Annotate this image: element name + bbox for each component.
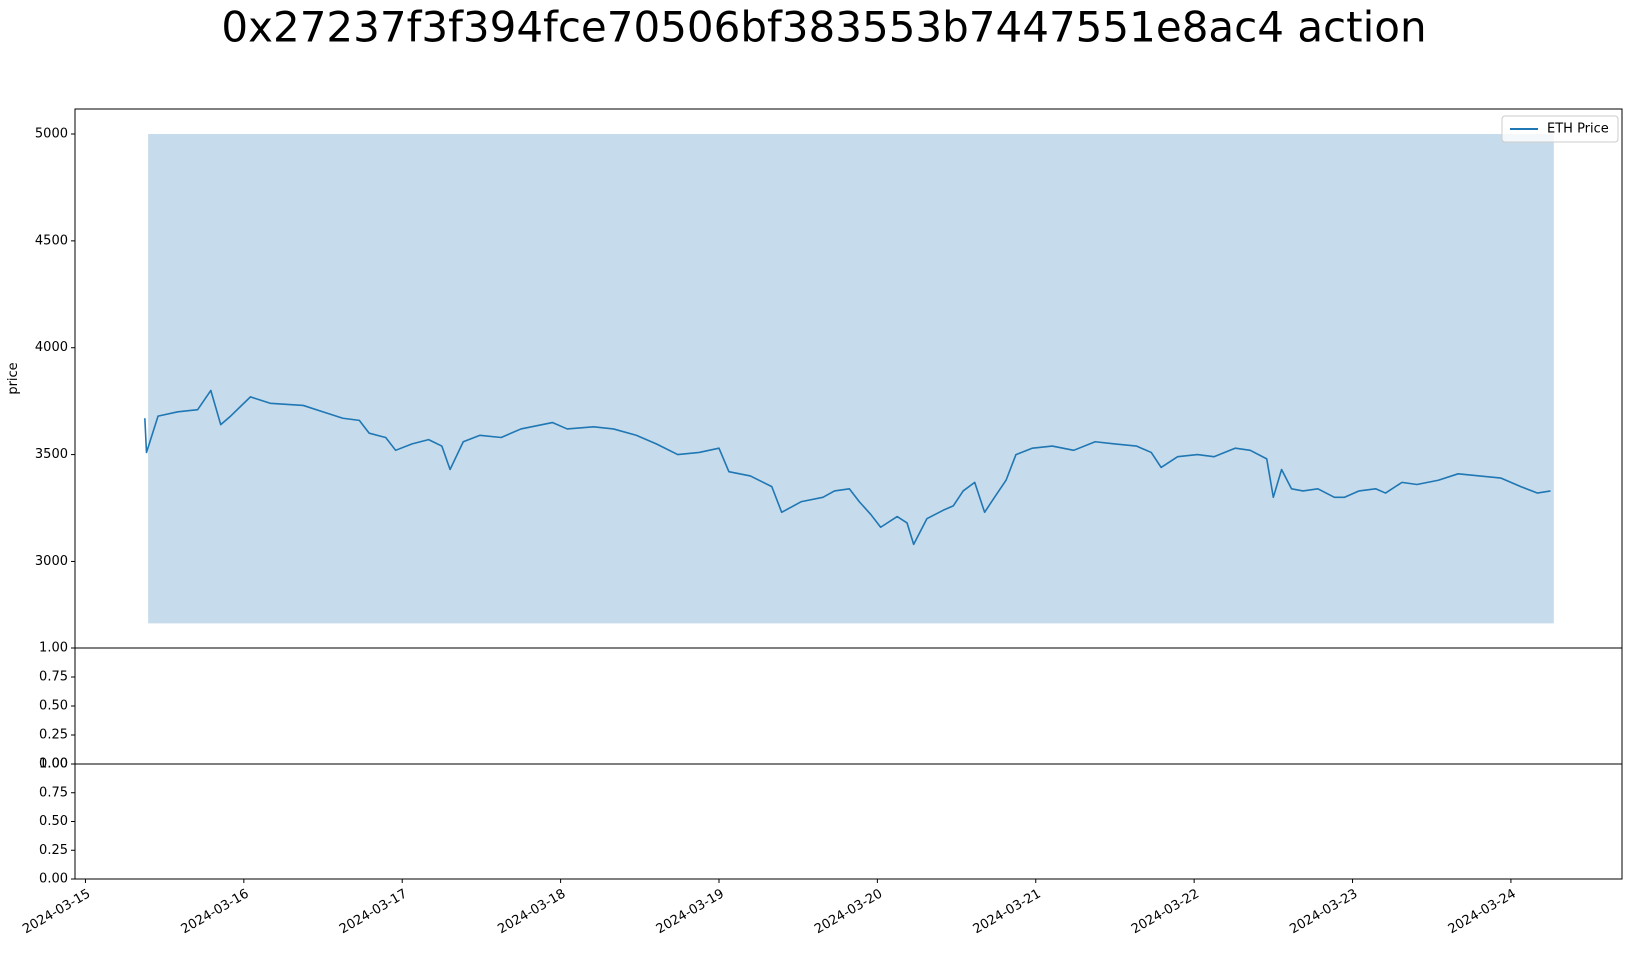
y-tick-label: 4000 (35, 340, 68, 355)
y-tick-label: 0.50 (39, 699, 68, 714)
y-tick-label: 3500 (35, 447, 68, 462)
y-tick-label: 1.00 (39, 641, 68, 656)
y-tick-label: 0.50 (39, 814, 68, 829)
y-tick-label: 0.75 (39, 670, 68, 685)
y-tick-label: 0.75 (39, 785, 68, 800)
legend-frame (1501, 115, 1619, 143)
legend: ETH Price (1501, 115, 1619, 143)
fill-area (148, 134, 1554, 624)
y-tick-label: 0.25 (39, 843, 68, 858)
y-tick-label: 3000 (35, 554, 68, 569)
price-line (144, 389, 1551, 546)
y-axis-label: price (6, 362, 21, 394)
y-tick-label: 1.00 (39, 757, 68, 772)
y-tick-label: 0.25 (39, 728, 68, 743)
y-tick-label: 5000 (35, 127, 68, 142)
y-tick-label: 0.00 (39, 757, 68, 772)
y-tick-label: 4500 (35, 233, 68, 248)
legend-label: ETH Price (1547, 122, 1609, 137)
y-tick-label: 0.00 (39, 872, 68, 887)
figure-title: 0x27237f3f394fce70506bf383553b7447551e8a… (221, 3, 1426, 52)
